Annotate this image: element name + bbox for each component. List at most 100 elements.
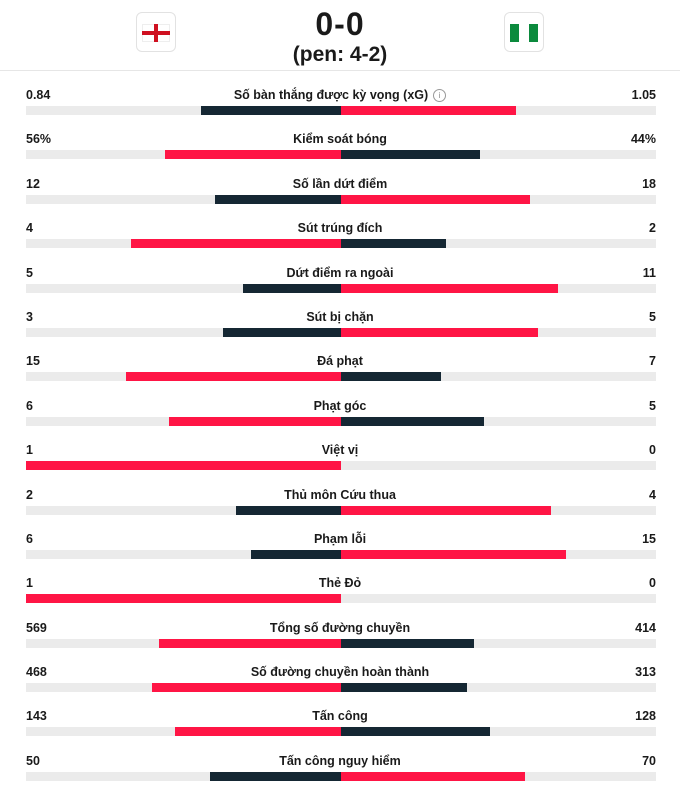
home-stat-bar [158,638,341,648]
away-stat-bar [341,239,446,249]
home-stat-bar [209,771,341,781]
stat-label-text: Tấn công [312,709,368,724]
stat-row: 56% Kiểm soát bóng 44% [0,129,680,173]
away-stat-value: 18 [642,176,656,191]
away-stat-value: 0 [649,576,656,591]
stat-bar-track [26,771,656,781]
stat-label: Phạt góc [0,398,680,414]
stat-label: Số lần dứt điểm [0,176,680,192]
away-stat-bar [341,683,468,693]
stat-label-text: Số đường chuyền hoàn thành [250,665,430,680]
home-stat-bar [164,150,341,160]
stat-row: 468 Số đường chuyền hoàn thành 313 [0,662,680,706]
home-stat-value: 2 [26,487,33,502]
stat-bar-track [26,727,656,737]
stat-label: Sút bị chặn [0,309,680,325]
stat-label-text: Tấn công nguy hiểm [279,753,401,768]
stat-label: Việt vị [0,442,680,458]
home-stat-value: 143 [26,709,47,724]
away-stat-bar [341,505,551,515]
away-stat-bar [341,727,490,737]
stat-bar-track [26,549,656,559]
stat-label-text: Đá phạt [317,354,363,369]
away-stat-bar [341,106,516,115]
home-stat-bar [26,594,341,604]
away-stat-value: 313 [635,665,656,680]
home-stat-value: 12 [26,176,40,191]
stat-row: 15 Đá phạt 7 [0,351,680,395]
home-stat-value: 1 [26,443,33,458]
home-stat-value: 3 [26,309,33,324]
home-stat-bar [242,283,341,293]
stat-label: Tổng số đường chuyền [0,620,680,636]
away-stat-bar [341,194,530,204]
stat-row: 0.84 Số bàn thắng được kỳ vọng (xG) i 1.05 [0,85,680,129]
stat-label: Đá phạt [0,353,680,369]
away-stat-bar [341,327,538,337]
stat-bar-track [26,638,656,648]
away-stat-value: 4 [649,487,656,502]
away-stat-value: 44% [630,132,656,147]
stat-label: Dứt điểm ra ngoài [0,265,680,281]
away-stat-value: 128 [635,709,656,724]
stats-list: 0.84 Số bàn thắng được kỳ vọng (xG) i 1.05 5… [0,85,680,795]
away-stat-value: 15 [642,531,656,546]
stat-label-text: Phạm lỗi [313,531,367,546]
stat-row: 143 Tấn công 128 [0,706,680,750]
home-stat-value: 569 [26,620,47,635]
stat-label-text: Tổng số đường chuyền [269,620,411,635]
home-stat-bar [169,416,341,426]
stat-bar-track [26,239,656,249]
stat-bar-track [26,505,656,515]
stat-row: 1 Việt vị 0 [0,440,680,484]
stat-row: 4 Sút trúng đích 2 [0,218,680,262]
home-stat-value: 1 [26,576,33,591]
home-stat-value: 15 [26,354,40,369]
home-stat-bar [236,505,341,515]
home-stat-bar [126,372,341,382]
stat-bar-track [26,106,656,115]
away-stat-value: 7 [649,354,656,369]
stat-row: 569 Tổng số đường chuyền 414 [0,618,680,662]
home-stat-value: 0.84 [26,88,51,102]
away-stat-bar [341,150,480,160]
info-icon[interactable]: i [433,89,447,102]
stat-label: Số bàn thắng được kỳ vọng (xG) i [0,87,680,103]
home-stat-bar [222,327,341,337]
away-stat-bar [341,283,558,293]
away-stat-value: 70 [642,753,656,768]
away-stat-value: 0 [649,443,656,458]
stat-bar-track [26,194,656,204]
stat-label-text: Sút trúng đích [297,221,383,236]
stat-row: 5 Dứt điểm ra ngoài 11 [0,263,680,307]
stat-label-text: Phạt góc [313,398,367,413]
away-stat-bar [341,638,474,648]
home-stat-bar [174,727,341,737]
penalty-score: (pen: 4-2) [292,43,388,66]
stat-row: 6 Phạm lỗi 15 [0,529,680,573]
home-stat-value: 6 [26,531,33,546]
stat-label-text: Thẻ Đỏ [318,576,362,591]
stat-label: Tấn công [0,708,680,724]
home-stat-bar [215,194,341,204]
stat-label-text: Sút bị chặn [306,309,374,324]
stat-bar-track [26,416,656,426]
stat-label: Kiểm soát bóng [0,131,680,147]
home-stat-value: 5 [26,265,33,280]
away-stat-value: 5 [649,398,656,413]
home-stat-bar [131,239,341,249]
stat-label-text: Dứt điểm ra ngoài [286,265,394,280]
match-header: 0-0 (pen: 4-2) [0,0,680,71]
away-stat-value: 2 [649,221,656,236]
stat-label: Thủ môn Cứu thua [0,487,680,503]
england-flag-icon[interactable] [136,12,176,52]
stat-label-text: Số lần dứt điểm [292,176,388,191]
stat-label: Phạm lỗi [0,531,680,547]
stat-label: Số đường chuyền hoàn thành [0,664,680,680]
stat-bar-track [26,327,656,337]
home-stat-value: 50 [26,753,40,768]
away-stat-value: 11 [642,265,656,280]
home-stat-bar [26,461,341,471]
nigeria-flag-icon[interactable] [504,12,544,52]
home-stat-bar [152,683,341,693]
